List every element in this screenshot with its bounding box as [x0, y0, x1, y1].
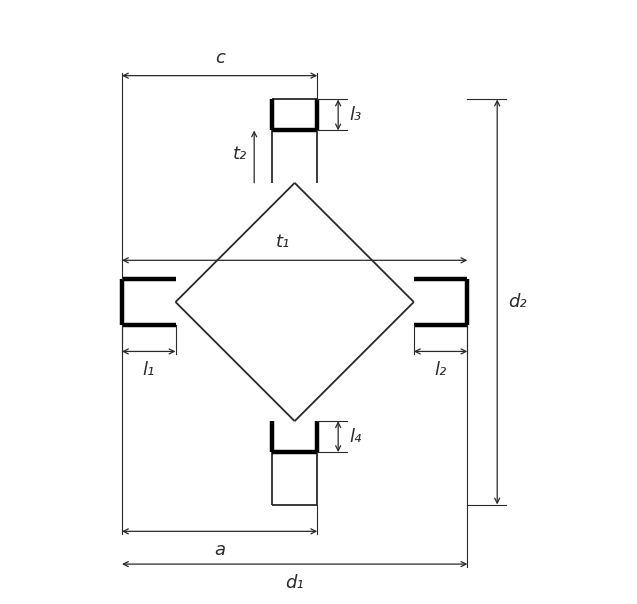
- Text: t₁: t₁: [276, 233, 290, 251]
- Text: d₁: d₁: [285, 574, 304, 592]
- Text: c: c: [215, 49, 225, 66]
- Text: l₂: l₂: [434, 361, 447, 379]
- Text: d₂: d₂: [508, 293, 527, 311]
- Text: l₄: l₄: [349, 428, 361, 446]
- Text: l₃: l₃: [349, 106, 361, 124]
- Text: a: a: [214, 541, 225, 559]
- Text: t₂: t₂: [233, 145, 247, 163]
- Text: l₁: l₁: [143, 361, 155, 379]
